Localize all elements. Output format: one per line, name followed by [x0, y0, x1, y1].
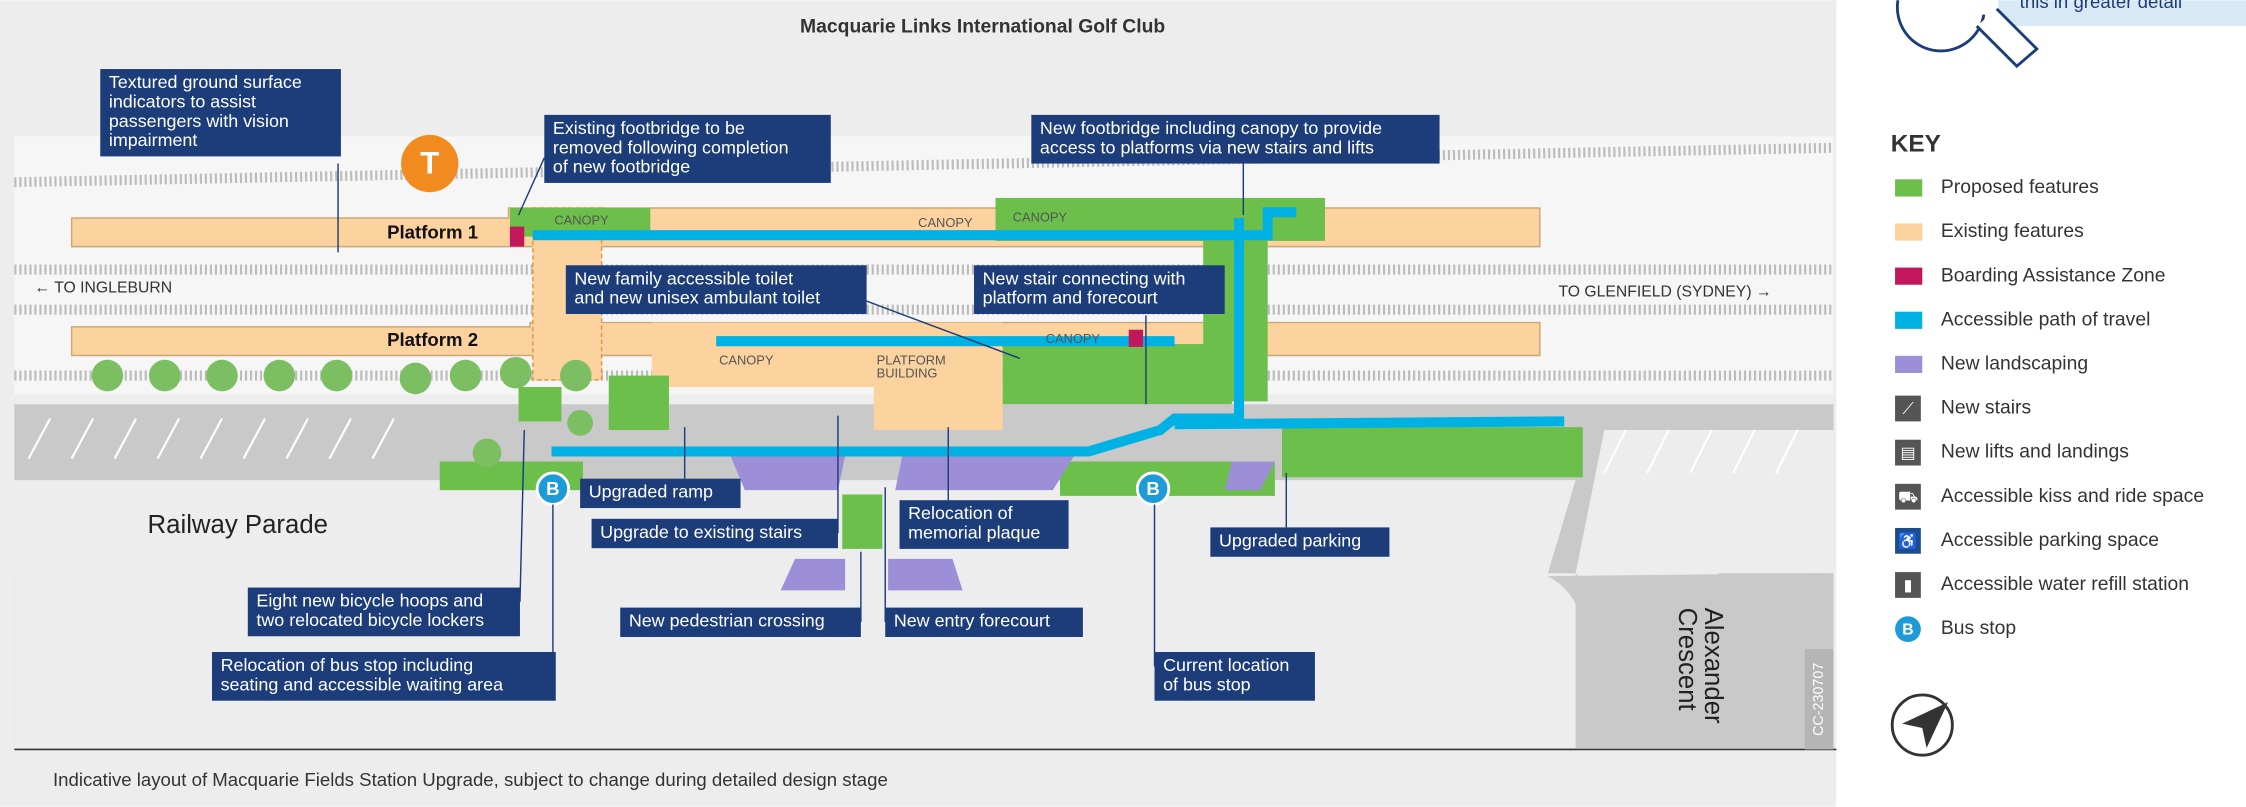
key-icon: ⟋ [1902, 401, 1914, 418]
key-label: New landscaping [1941, 354, 2088, 375]
station-icon-glyph: T [420, 144, 439, 180]
callout-text: Eight new bicycle hoops and [256, 591, 483, 611]
key-label: Accessible water refill station [1941, 574, 2189, 595]
callout-text: New stair connecting with [983, 268, 1186, 288]
callout-text: seating and accessible waiting area [221, 674, 504, 694]
caption: Indicative layout of Macquarie Fields St… [53, 769, 888, 790]
callout-text: New pedestrian crossing [629, 611, 825, 631]
callout-text: Current location [1163, 655, 1289, 675]
key-swatch [1895, 223, 1922, 240]
key-title: KEY [1891, 130, 1941, 157]
canopy-label: CANOPY [719, 353, 774, 368]
key-label: New lifts and landings [1941, 442, 2129, 463]
key-swatch [1895, 312, 1922, 329]
street-label: Crescent [1673, 608, 1701, 711]
svg-text:B: B [1146, 478, 1159, 499]
canopy-label: CANOPY [1046, 331, 1101, 346]
key-icon: ♿ [1898, 531, 1918, 550]
platform-label: Platform 2 [387, 329, 478, 350]
callout-text: removed following completion [553, 137, 789, 157]
boarding-zone [510, 227, 524, 247]
street-label: Alexander [1699, 608, 1727, 724]
callout-text: passengers with vision [109, 111, 289, 131]
key-label: Existing features [1941, 221, 2084, 242]
svg-text:B: B [546, 478, 559, 499]
key-icon: B [1902, 622, 1913, 639]
platform-label: Platform 1 [387, 222, 478, 243]
callout-text: of new footbridge [553, 157, 690, 177]
key-label: Accessible kiss and ride space [1941, 486, 2204, 507]
canopy-label: CANOPY [918, 215, 973, 230]
callout-text: indicators to assist [109, 91, 256, 111]
key-swatch [1895, 268, 1922, 285]
key-swatch [1895, 179, 1922, 196]
callout-text: Textured ground surface [109, 72, 302, 92]
street-label: Railway Parade [148, 511, 328, 539]
boarding-zone [1129, 330, 1143, 347]
key-label: Accessible parking space [1941, 530, 2159, 551]
station-map: T B B Macquarie Links International Golf… [0, 0, 2246, 807]
callout-text: Upgraded parking [1219, 530, 1361, 550]
callout-text: platform and forecourt [983, 288, 1158, 308]
direction-label: ← TO INGLEBURN [34, 279, 172, 296]
key-swatch [1895, 356, 1922, 373]
callout-text: and new unisex ambulant toilet [574, 288, 820, 308]
callout-text: two relocated bicycle lockers [256, 610, 484, 630]
map-title: Macquarie Links International Golf Club [800, 17, 1165, 38]
callout-text: New family accessible toilet [574, 268, 793, 288]
key-icon: ▮ [1904, 578, 1913, 595]
callout-text: of bus stop [1163, 674, 1251, 694]
direction-label: TO GLENFIELD (SYDNEY) → [1558, 284, 1771, 301]
key-label: Proposed features [1941, 177, 2099, 198]
key-label: New stairs [1941, 398, 2031, 419]
callout-text: memorial plaque [908, 523, 1040, 543]
canopy-label: CANOPY [1013, 209, 1068, 224]
callout-text: access to platforms via new stairs and l… [1040, 137, 1374, 157]
key-label: Boarding Assistance Zone [1941, 265, 2166, 286]
building-label: BUILDING [877, 366, 938, 381]
key-icon: ⛟ [1898, 489, 1918, 506]
callout-text: impairment [109, 130, 198, 150]
key-label: Accessible path of travel [1941, 309, 2151, 330]
canopy-label: CANOPY [554, 212, 609, 227]
key-icon: ▤ [1901, 445, 1916, 462]
callout-text: New footbridge including canopy to provi… [1040, 118, 1382, 138]
key-label: Bus stop [1941, 618, 2016, 639]
callout-text: Relocation of [908, 503, 1012, 523]
callout-text: New entry forecourt [894, 611, 1050, 631]
callout-text: Existing footbridge to be [553, 118, 745, 138]
callout-text: Upgraded ramp [589, 482, 713, 502]
drawing-code: CC-230707 [1811, 663, 1827, 736]
callout-text: Upgrade to existing stairs [600, 522, 802, 542]
magnifier-note: this in greater detail [2020, 0, 2182, 12]
callout-text: Relocation of bus stop including [221, 655, 474, 675]
